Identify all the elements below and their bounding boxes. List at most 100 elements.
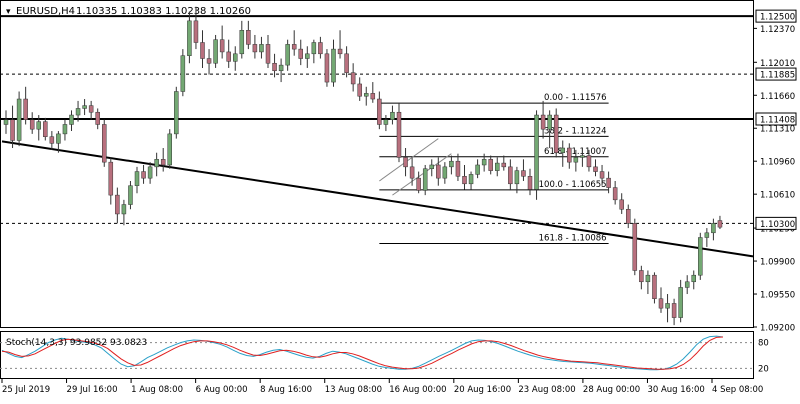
candle-body-49 [324,53,330,83]
price-axis: 1.12370 1.12010 1.11660 1.11310 1.10960 1.106… [753,25,795,334]
candle-body-104 [684,281,690,288]
candle-body-73 [481,159,487,166]
candle-body-71 [468,174,474,185]
candle-body-93 [612,187,618,201]
candle-body-47 [311,42,317,55]
candle-body-77 [508,166,513,185]
candle-body-20 [134,171,140,186]
time-tick-label-1: 29 Jul 16:00 [67,385,118,395]
candle-body-83 [547,114,552,130]
candle-body-34 [226,51,231,62]
time-tick-label-7: 20 Aug 16:00 [454,385,511,395]
fib-label-4: 161.8 - 1.10086 [539,234,607,244]
candle-body-45 [298,48,303,59]
time-tick-label-3: 6 Aug 00:00 [196,385,248,395]
candle-body-4 [29,119,35,130]
price-tick-label-4: 1.10960 [760,158,795,168]
trendline-layer [1,140,754,258]
price-tick-label-9: 1.09200 [760,324,795,334]
candle-body-14 [95,111,100,125]
horizontal-levels-layer [0,15,754,224]
price-tick-label-1: 1.12010 [760,59,795,69]
candle-body-17 [115,194,120,215]
candle-body-42 [278,64,284,72]
price-tick-label-8: 1.09550 [760,291,795,301]
candle-body-31 [206,58,212,64]
candle-body-35 [233,53,238,62]
fibonacci-layer: 0.00 - 1.11576 38.2 - 1.11224 61.8 - 1.110… [379,93,609,245]
time-tick-label-5: 13 Aug 08:00 [325,385,382,395]
candle-body-10 [69,114,74,125]
candle-body-5 [36,121,41,130]
time-tick-label-11: 4 Sep 08:00 [712,385,763,395]
candle-body-100 [658,298,664,309]
level-price-box-0 [755,9,797,23]
candle-body-107 [704,232,710,238]
fib-label-2: 61.8 - 1.11007 [544,147,607,157]
candle-body-46 [305,53,310,59]
chart-menu-arrow-icon[interactable]: ▾ [6,7,11,17]
price-tick-label-3: 1.11310 [760,125,795,135]
candle-body-59 [390,111,395,121]
candle-body-75 [495,162,500,171]
stoch-title: Stoch(14,3,3) 93.9852 93.0823 [6,338,147,348]
time-tick-label-8: 23 Aug 08:00 [518,385,575,395]
candle-body-19 [128,185,133,205]
candle-body-9 [62,124,68,135]
candle-body-8 [56,133,61,144]
candle-body-103 [678,287,683,318]
time-axis: 25 Jul 2019 29 Jul 16:00 1 Aug 08:00 6 Aug … [1,379,763,395]
candle-body-23 [154,159,159,168]
stoch-layer: 80 20 [0,335,769,374]
candle-body-58 [383,119,389,125]
time-tick-label-2: 1 Aug 08:00 [131,385,183,395]
candle-body-70 [462,176,467,185]
level-labels-layer: 1.12500 1.11885 1.11408 1.10300 [755,9,797,230]
time-tick-label-10: 30 Aug 16:00 [647,385,704,395]
candle-body-74 [488,159,493,171]
candle-body-24 [160,159,166,166]
candle-body-72 [475,164,480,175]
chart-ohlc-label: 1.10335 1.10383 1.10238 1.10260 [76,6,251,17]
candle-body-99 [652,274,657,299]
candle-body-61 [403,157,408,168]
candle-body-12 [82,105,87,109]
candle-body-81 [534,114,539,190]
candle-body-13 [88,105,94,113]
candle-body-28 [187,20,192,56]
fib-label-1: 38.2 - 1.11224 [544,126,607,136]
level-price-label-0: 1.12500 [760,13,795,23]
level-price-label-1: 1.11885 [760,71,795,81]
stoch-level-label-1: 20 [758,364,769,374]
level-price-box-1 [755,67,797,81]
candle-body-11 [75,108,81,116]
stoch-level-label-0: 80 [758,339,769,349]
candle-body-60 [396,111,402,158]
candle-body-95 [626,208,631,224]
candle-body-29 [193,20,199,43]
candle-body-0 [3,119,9,125]
candle-body-57 [377,98,382,125]
candle-body-66 [436,164,441,179]
chart-symbol-label: EURUSD,H4 [16,6,75,17]
candle-body-62 [409,166,415,179]
candle-body-86 [567,147,572,163]
time-tick-label-6: 16 Aug 00:00 [389,385,446,395]
candle-body-18 [121,204,127,215]
candle-body-21 [141,171,146,179]
level-price-box-3 [755,216,797,230]
candle-body-78 [514,170,520,185]
candle-body-102 [671,303,677,318]
candle-body-30 [200,42,205,59]
candle-body-101 [665,303,670,309]
candle-body-6 [43,121,48,137]
stoch-series-signal [1,336,724,370]
candle-body-55 [364,93,369,97]
candle-body-26 [174,91,179,135]
candle-body-67 [442,166,448,179]
candle-body-94 [619,199,624,210]
candle-body-27 [180,55,186,92]
candle-body-3 [23,98,28,121]
